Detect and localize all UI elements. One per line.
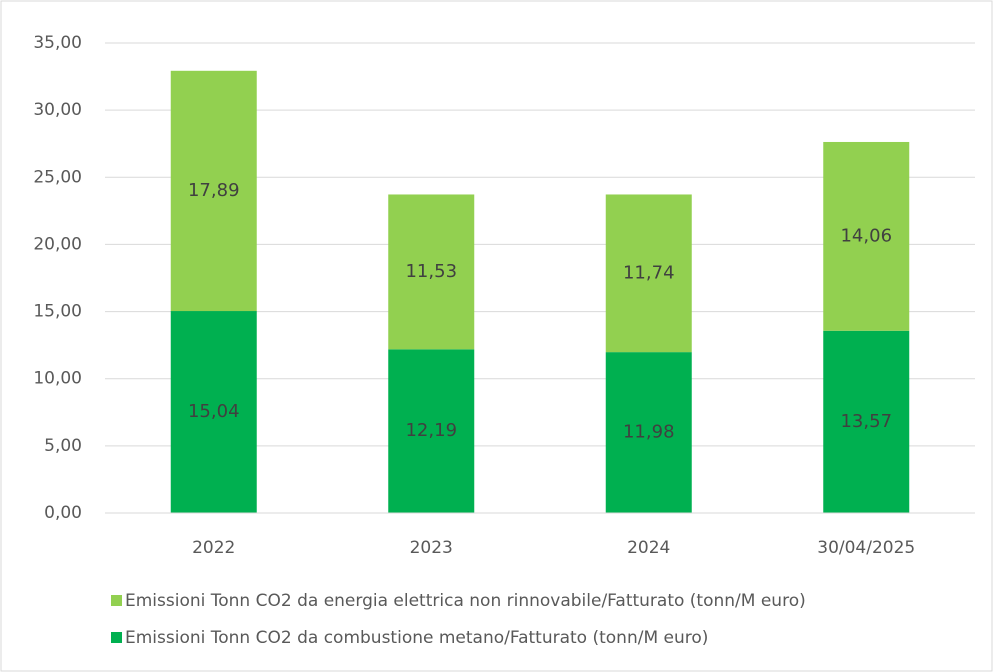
value-label: 17,89	[188, 180, 240, 201]
value-label: 15,04	[188, 401, 240, 422]
bar-segment	[170, 311, 257, 513]
bar-segment	[170, 70, 257, 312]
value-label: 13,57	[840, 411, 892, 432]
y-tick-label: 25,00	[33, 167, 82, 187]
x-tick-label: 30/04/2025	[817, 538, 915, 558]
x-tick-label: 2024	[627, 538, 670, 558]
bar-segment	[605, 194, 692, 353]
bar-segment	[605, 352, 692, 513]
y-tick-label: 10,00	[33, 369, 82, 389]
y-tick-label: 20,00	[33, 234, 82, 254]
value-label: 11,53	[405, 261, 457, 282]
bar-segment	[823, 330, 910, 513]
y-tick-label: 15,00	[33, 302, 82, 322]
value-label: 12,19	[405, 420, 457, 441]
legend-label: Emissioni Tonn CO2 da combustione metano…	[125, 628, 708, 648]
value-label: 14,06	[840, 225, 892, 246]
bar-segment	[388, 194, 475, 350]
legend-swatch	[111, 632, 122, 643]
legend-swatch	[111, 595, 122, 606]
x-tick-label: 2022	[192, 538, 235, 558]
bar-segment	[823, 141, 910, 331]
value-label: 11,98	[623, 422, 675, 443]
legend-label: Emissioni Tonn CO2 da energia elettrica …	[125, 591, 806, 611]
value-label: 11,74	[623, 262, 675, 283]
y-tick-label: 30,00	[33, 100, 82, 120]
y-tick-label: 0,00	[44, 503, 82, 523]
bar-segment	[388, 349, 475, 513]
y-tick-label: 35,00	[33, 33, 82, 53]
y-tick-label: 5,00	[44, 436, 82, 456]
x-tick-label: 2023	[410, 538, 453, 558]
